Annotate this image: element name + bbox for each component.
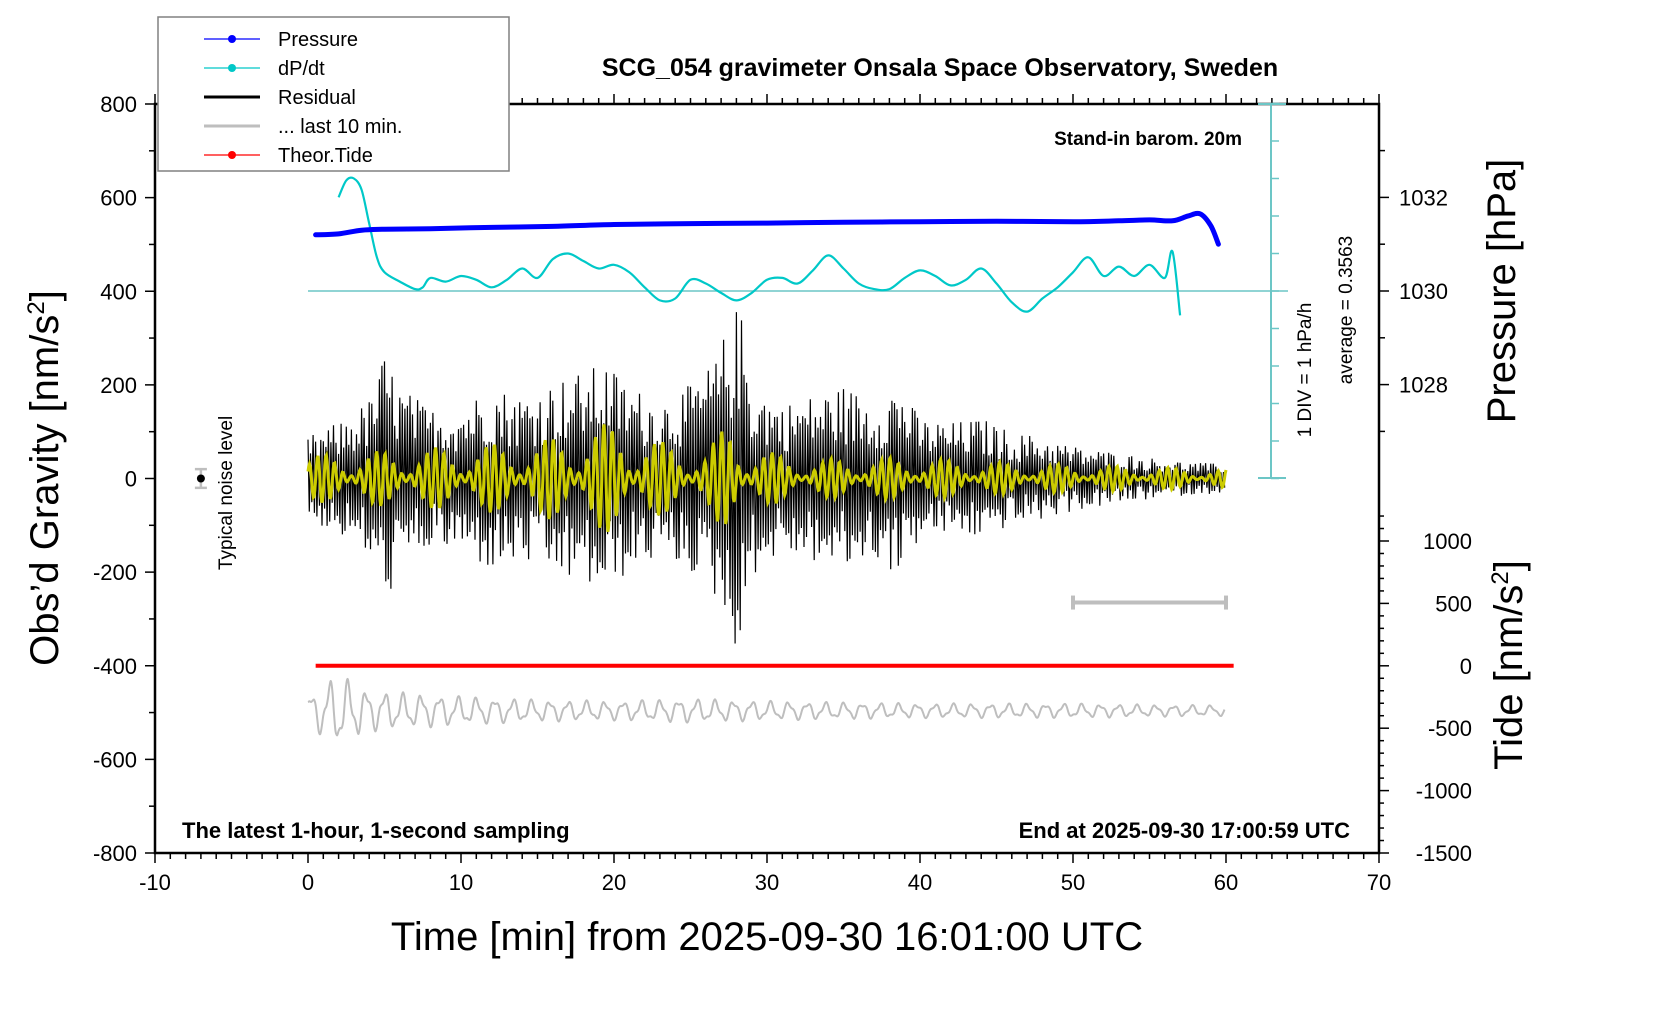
barometer-note: Stand-in barom. 20m bbox=[1054, 129, 1242, 150]
series-dpdt bbox=[337, 176, 1182, 316]
x-axis-title: Time [min] from 2025-09-30 16:01:00 UTC bbox=[391, 915, 1143, 959]
y-left-tick-label: 800 bbox=[100, 92, 137, 117]
y-tide-tick-label: 0 bbox=[1460, 654, 1472, 679]
y-tide-tick-label: 1000 bbox=[1423, 529, 1472, 554]
legend-swatch-dot bbox=[228, 35, 236, 43]
y-left-title-main: Obs’d Gravity [nm/s bbox=[23, 315, 67, 666]
x-tick-label: -10 bbox=[139, 870, 171, 895]
y-left-tick-label: 200 bbox=[100, 373, 137, 398]
legend-box bbox=[157, 16, 510, 172]
y-left-tick-label: -800 bbox=[93, 841, 137, 866]
y-axis-left: -800 -600 -400 -200 0 200 400 600 800 bbox=[93, 92, 155, 866]
y-tide-tick-label: -1000 bbox=[1416, 779, 1472, 804]
y-pressure-tick-label: 1032 bbox=[1399, 185, 1448, 210]
y-tide-tick-label: -1500 bbox=[1416, 841, 1472, 866]
x-tick-label: 10 bbox=[449, 870, 473, 895]
y-axis-left-title: Obs’d Gravity [nm/s2] bbox=[23, 290, 67, 666]
y-tide-tick-label: 500 bbox=[1435, 591, 1472, 616]
y-left-tick-label: -200 bbox=[93, 560, 137, 585]
series-layer bbox=[306, 176, 1234, 737]
x-tick-label: 50 bbox=[1061, 870, 1085, 895]
y-left-tick-label: 600 bbox=[100, 186, 137, 211]
x-tick-label: 40 bbox=[908, 870, 932, 895]
legend-swatch-dot bbox=[228, 64, 236, 72]
x-tick-label: 70 bbox=[1367, 870, 1391, 895]
last-10-min-bar bbox=[1071, 595, 1228, 610]
y-left-tick-label: -600 bbox=[93, 747, 137, 772]
y-axis-right: 1028 1030 1032 -1500 -1000 -500 0 500 1000 bbox=[1379, 149, 1472, 866]
series-last-10-min bbox=[307, 677, 1226, 737]
tide-title-sup: 2 bbox=[1487, 571, 1514, 584]
tide-title-main: Tide [nm/s bbox=[1487, 585, 1531, 770]
end-time-note: End at 2025-09-30 17:00:59 UTC bbox=[1019, 818, 1350, 843]
chart-title: SCG_054 gravimeter Onsala Space Observat… bbox=[602, 54, 1278, 82]
tide-title-end: ] bbox=[1487, 560, 1531, 571]
y-left-tick-label: 0 bbox=[125, 467, 137, 492]
legend-label: ... last 10 min. bbox=[278, 116, 403, 138]
series-residual-filtered bbox=[306, 424, 1228, 533]
dpdt-average-label: average = 0.3563 bbox=[1336, 236, 1357, 384]
series-pressure bbox=[313, 210, 1221, 247]
y-left-tick-label: -400 bbox=[93, 654, 137, 679]
x-tick-label: 30 bbox=[755, 870, 779, 895]
legend-label: Theor.Tide bbox=[278, 145, 373, 167]
x-tick-label: 20 bbox=[602, 870, 626, 895]
typical-noise-marker bbox=[194, 467, 207, 490]
y-pressure-tick-label: 1030 bbox=[1399, 279, 1448, 304]
y-left-tick-label: 400 bbox=[100, 279, 137, 304]
dpdt-scale-label: 1 DIV = 1 hPa/h bbox=[1295, 303, 1316, 438]
y-left-title-end: ] bbox=[23, 290, 67, 301]
noise-point bbox=[196, 474, 205, 483]
y-pressure-tick-label: 1028 bbox=[1399, 373, 1448, 398]
legend-label: Residual bbox=[278, 87, 356, 109]
x-tick-label: 60 bbox=[1214, 870, 1238, 895]
legend: Pressure dP/dt Residual ... last 10 min. The… bbox=[157, 16, 510, 172]
y-left-title-sup: 2 bbox=[23, 301, 50, 314]
x-tick-label: 0 bbox=[302, 870, 314, 895]
y-axis-pressure-title: Pressure [hPa] bbox=[1480, 159, 1524, 424]
y-tide-tick-label: -500 bbox=[1428, 716, 1472, 741]
sampling-note: The latest 1-hour, 1-second sampling bbox=[182, 818, 570, 843]
x-axis: -10 0 10 20 30 40 50 60 70 bbox=[139, 853, 1391, 895]
dpdt-scale-axis bbox=[308, 102, 1288, 480]
y-axis-tide-title: Tide [nm/s2] bbox=[1487, 560, 1531, 770]
legend-swatch-dot bbox=[228, 151, 236, 159]
legend-label: Pressure bbox=[278, 29, 358, 51]
noise-label: Typical noise level bbox=[216, 416, 237, 570]
legend-label: dP/dt bbox=[278, 58, 325, 80]
